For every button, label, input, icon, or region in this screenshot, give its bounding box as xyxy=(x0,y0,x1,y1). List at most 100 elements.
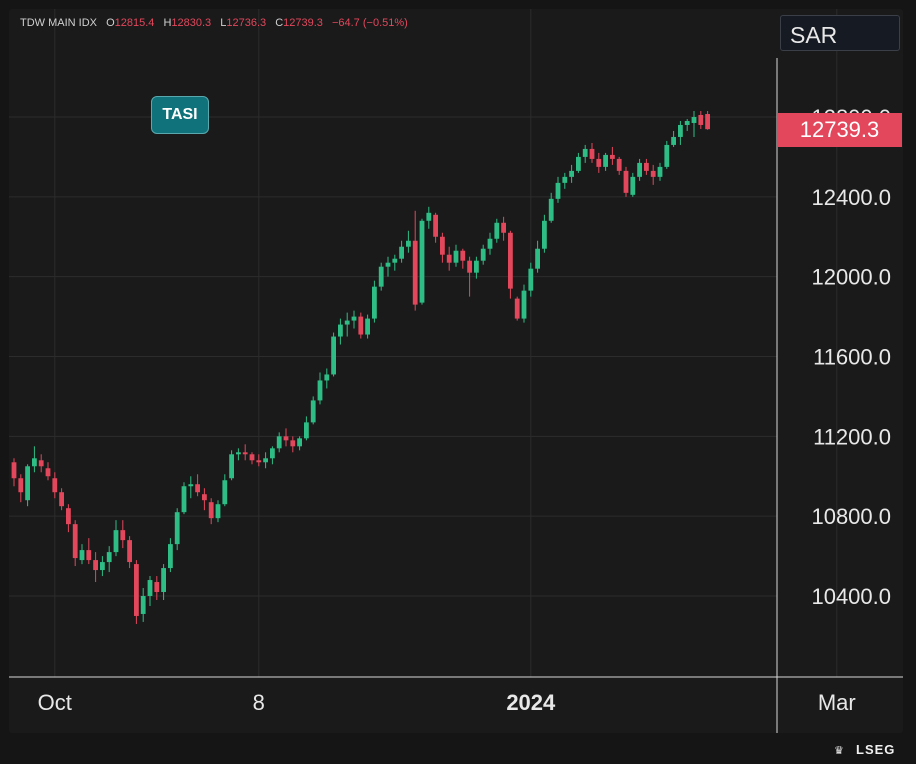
candle[interactable] xyxy=(569,164,574,183)
candle[interactable] xyxy=(113,520,119,557)
candle[interactable] xyxy=(174,508,180,551)
candle[interactable] xyxy=(154,576,160,600)
candle[interactable] xyxy=(426,206,432,229)
candle[interactable] xyxy=(691,111,697,137)
candle[interactable] xyxy=(86,538,92,565)
candle[interactable] xyxy=(474,256,479,279)
candle[interactable] xyxy=(249,452,255,465)
candle[interactable] xyxy=(79,544,85,565)
candle[interactable] xyxy=(242,444,248,461)
candle[interactable] xyxy=(358,312,364,339)
candle[interactable] xyxy=(208,498,214,525)
candle[interactable] xyxy=(324,368,330,389)
candle[interactable] xyxy=(283,428,289,447)
candle[interactable] xyxy=(120,520,126,549)
candle[interactable] xyxy=(480,244,486,265)
candle[interactable] xyxy=(521,284,527,323)
candle[interactable] xyxy=(392,254,398,271)
candle[interactable] xyxy=(494,218,500,243)
candle[interactable] xyxy=(161,564,166,600)
candle[interactable] xyxy=(582,144,588,163)
candle[interactable] xyxy=(385,256,391,277)
candle[interactable] xyxy=(140,588,146,622)
candle[interactable] xyxy=(331,332,336,377)
candle[interactable] xyxy=(181,482,187,515)
candle[interactable] xyxy=(657,162,663,181)
candle[interactable] xyxy=(256,454,262,467)
candle[interactable] xyxy=(38,454,44,473)
candle[interactable] xyxy=(453,244,459,267)
candle[interactable] xyxy=(446,246,452,271)
candle[interactable] xyxy=(596,152,602,173)
candle[interactable] xyxy=(684,118,690,131)
candle[interactable] xyxy=(168,538,173,573)
candle[interactable] xyxy=(45,462,51,481)
currency-selector[interactable]: SAR xyxy=(780,15,900,51)
candle[interactable] xyxy=(637,158,642,181)
candle[interactable] xyxy=(678,120,683,145)
candle[interactable] xyxy=(236,448,241,461)
candle[interactable] xyxy=(25,464,30,507)
candle[interactable] xyxy=(610,146,615,165)
candle[interactable] xyxy=(52,472,58,499)
candle[interactable] xyxy=(467,256,472,297)
candle[interactable] xyxy=(11,458,17,487)
candle[interactable] xyxy=(290,436,296,453)
candle[interactable] xyxy=(106,546,112,573)
candle[interactable] xyxy=(542,214,547,253)
candle[interactable] xyxy=(195,474,200,497)
candle[interactable] xyxy=(698,111,704,129)
candle[interactable] xyxy=(215,500,221,523)
candle[interactable] xyxy=(18,474,24,503)
candle[interactable] xyxy=(93,552,98,583)
candle[interactable] xyxy=(419,218,425,305)
candle[interactable] xyxy=(616,156,622,175)
candle[interactable] xyxy=(202,488,207,511)
candle[interactable] xyxy=(32,446,37,473)
candle[interactable] xyxy=(433,212,438,243)
candle[interactable] xyxy=(59,488,64,511)
candle[interactable] xyxy=(460,248,466,269)
candle[interactable] xyxy=(229,450,234,481)
candle[interactable] xyxy=(222,474,228,507)
candle[interactable] xyxy=(589,142,595,163)
candle[interactable] xyxy=(263,452,268,469)
candle[interactable] xyxy=(576,152,581,173)
candle[interactable] xyxy=(562,172,568,189)
candle[interactable] xyxy=(650,164,656,185)
candle[interactable] xyxy=(623,166,629,197)
candle[interactable] xyxy=(487,232,493,255)
candle[interactable] xyxy=(535,240,540,273)
candle[interactable] xyxy=(304,416,309,441)
candle[interactable] xyxy=(100,556,105,577)
candle[interactable] xyxy=(664,140,670,169)
candle[interactable] xyxy=(671,130,676,147)
candle[interactable] xyxy=(344,312,350,337)
candle[interactable] xyxy=(297,436,302,451)
candle[interactable] xyxy=(147,576,153,606)
candle[interactable] xyxy=(276,432,282,453)
candle[interactable] xyxy=(644,158,649,175)
candle[interactable] xyxy=(317,372,323,405)
candle[interactable] xyxy=(440,232,445,263)
candle[interactable] xyxy=(630,172,636,197)
candle[interactable] xyxy=(603,152,608,171)
candle[interactable] xyxy=(406,230,411,253)
candle[interactable] xyxy=(514,296,520,321)
candle[interactable] xyxy=(528,262,534,297)
candle[interactable] xyxy=(127,536,132,569)
candle[interactable] xyxy=(399,240,404,263)
candle[interactable] xyxy=(508,230,513,299)
candle[interactable] xyxy=(705,111,710,130)
candle[interactable] xyxy=(338,318,343,345)
candle[interactable] xyxy=(365,314,370,339)
candle[interactable] xyxy=(378,262,384,291)
candle[interactable] xyxy=(270,446,275,465)
candle[interactable] xyxy=(66,504,71,533)
candle[interactable] xyxy=(372,280,377,323)
tasi-marker[interactable]: TASI xyxy=(151,96,209,134)
candle[interactable] xyxy=(412,210,418,311)
candle[interactable] xyxy=(555,176,561,203)
candle[interactable] xyxy=(188,476,194,499)
